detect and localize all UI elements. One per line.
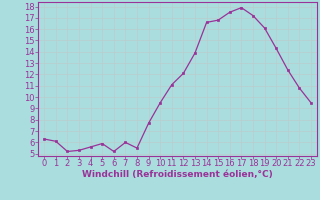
X-axis label: Windchill (Refroidissement éolien,°C): Windchill (Refroidissement éolien,°C) bbox=[82, 170, 273, 179]
